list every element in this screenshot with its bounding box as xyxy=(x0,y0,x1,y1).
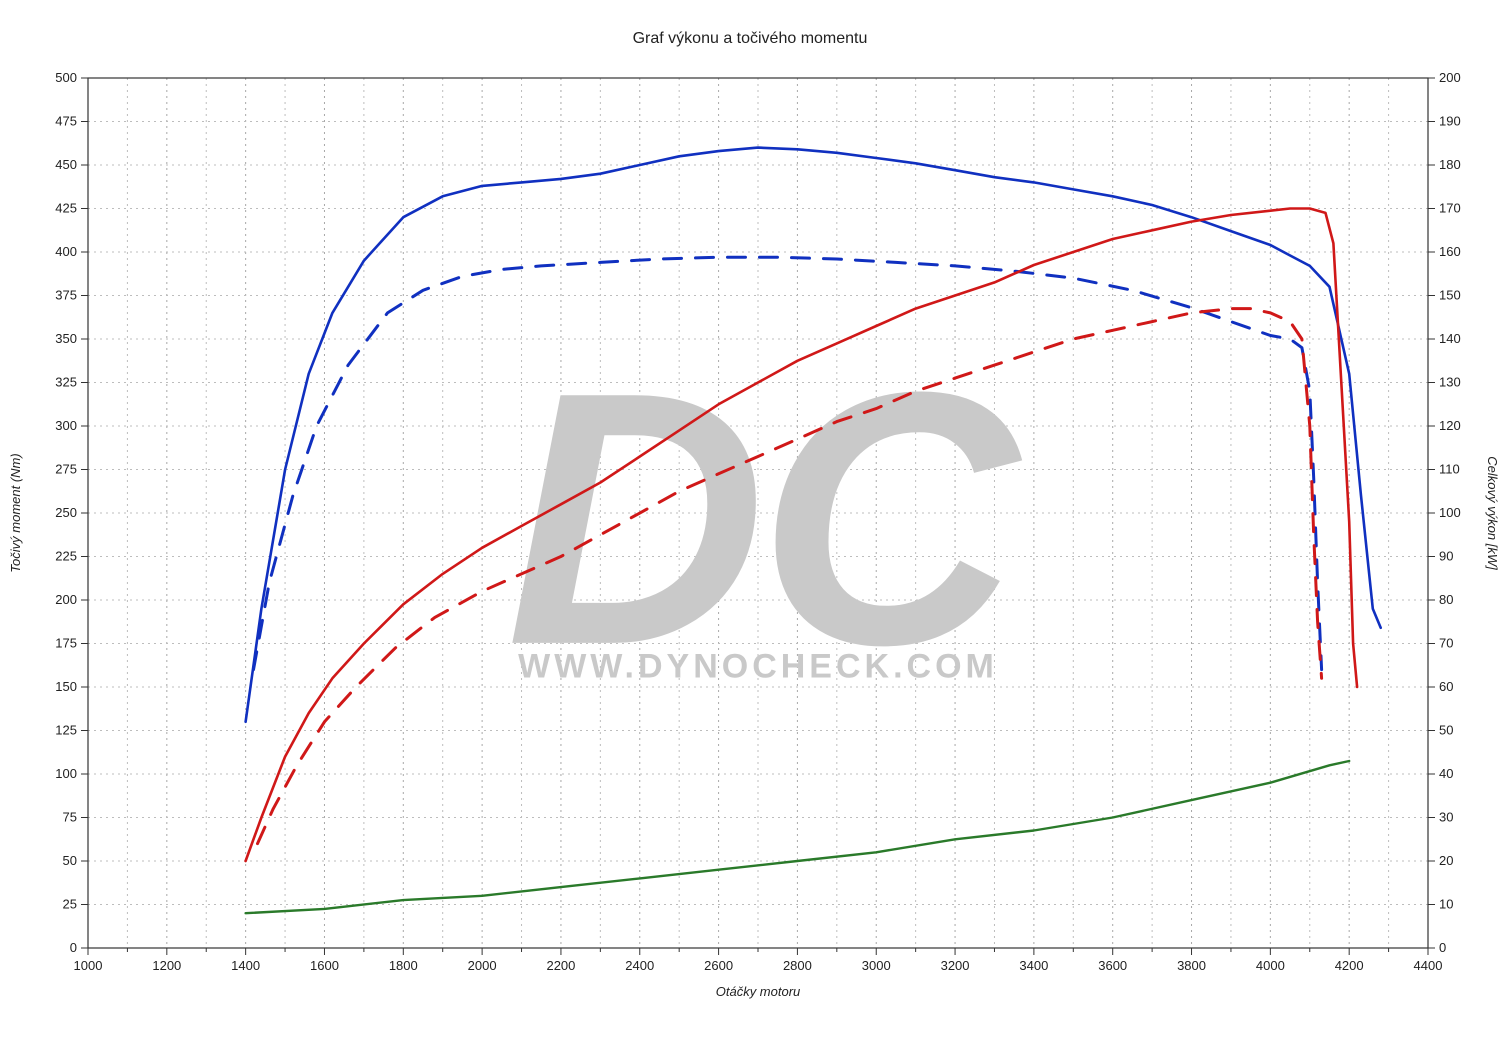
svg-text:40: 40 xyxy=(1439,766,1453,781)
svg-text:4400: 4400 xyxy=(1414,958,1443,973)
svg-text:1600: 1600 xyxy=(310,958,339,973)
svg-text:2000: 2000 xyxy=(468,958,497,973)
svg-text:1400: 1400 xyxy=(231,958,260,973)
svg-text:500: 500 xyxy=(55,70,77,85)
svg-text:3400: 3400 xyxy=(1019,958,1048,973)
svg-text:190: 190 xyxy=(1439,114,1461,129)
svg-text:20: 20 xyxy=(1439,853,1453,868)
svg-text:3200: 3200 xyxy=(941,958,970,973)
svg-text:130: 130 xyxy=(1439,375,1461,390)
svg-text:30: 30 xyxy=(1439,810,1453,825)
svg-text:60: 60 xyxy=(1439,679,1453,694)
svg-text:4000: 4000 xyxy=(1256,958,1285,973)
svg-text:150: 150 xyxy=(55,679,77,694)
svg-text:375: 375 xyxy=(55,288,77,303)
svg-text:0: 0 xyxy=(70,940,77,955)
svg-text:3600: 3600 xyxy=(1098,958,1127,973)
svg-text:1800: 1800 xyxy=(389,958,418,973)
svg-text:1000: 1000 xyxy=(74,958,103,973)
svg-text:110: 110 xyxy=(1439,462,1460,477)
y-left-axis-label: Točivý moment (Nm) xyxy=(8,453,23,572)
svg-text:50: 50 xyxy=(1439,723,1453,738)
svg-text:170: 170 xyxy=(1439,201,1461,216)
svg-text:2200: 2200 xyxy=(546,958,575,973)
svg-text:325: 325 xyxy=(55,375,77,390)
svg-text:175: 175 xyxy=(55,636,77,651)
svg-text:425: 425 xyxy=(55,201,77,216)
svg-text:160: 160 xyxy=(1439,244,1461,259)
svg-text:140: 140 xyxy=(1439,331,1461,346)
chart-title: Graf výkonu a točivého momentu xyxy=(0,30,1500,48)
svg-text:80: 80 xyxy=(1439,592,1453,607)
svg-text:475: 475 xyxy=(55,114,77,129)
svg-text:120: 120 xyxy=(1439,418,1461,433)
svg-text:0: 0 xyxy=(1439,940,1446,955)
svg-text:250: 250 xyxy=(55,505,77,520)
svg-text:3800: 3800 xyxy=(1177,958,1206,973)
dyno-chart-svg: DCWWW.DYNOCHECK.COM100012001400160018002… xyxy=(0,0,1500,1040)
svg-text:180: 180 xyxy=(1439,157,1461,172)
svg-text:4200: 4200 xyxy=(1335,958,1364,973)
svg-text:100: 100 xyxy=(1439,505,1461,520)
svg-text:400: 400 xyxy=(55,244,77,259)
y-right-axis-label: Celkový výkon [kW] xyxy=(1485,456,1500,570)
svg-text:WWW.DYNOCHECK.COM: WWW.DYNOCHECK.COM xyxy=(518,647,998,685)
svg-text:25: 25 xyxy=(63,897,77,912)
dyno-chart-page: Graf výkonu a točivého momentu DCWWW.DYN… xyxy=(0,0,1500,1040)
svg-text:2400: 2400 xyxy=(625,958,654,973)
svg-text:125: 125 xyxy=(55,723,77,738)
svg-text:450: 450 xyxy=(55,157,77,172)
svg-text:50: 50 xyxy=(63,853,77,868)
svg-text:2600: 2600 xyxy=(704,958,733,973)
svg-text:70: 70 xyxy=(1439,636,1453,651)
svg-text:2800: 2800 xyxy=(783,958,812,973)
svg-text:90: 90 xyxy=(1439,549,1453,564)
svg-text:225: 225 xyxy=(55,549,77,564)
svg-text:1200: 1200 xyxy=(152,958,181,973)
svg-text:200: 200 xyxy=(1439,70,1461,85)
svg-text:350: 350 xyxy=(55,331,77,346)
svg-text:100: 100 xyxy=(55,766,77,781)
svg-text:300: 300 xyxy=(55,418,77,433)
svg-text:275: 275 xyxy=(55,462,77,477)
svg-text:3000: 3000 xyxy=(862,958,891,973)
svg-text:10: 10 xyxy=(1439,897,1453,912)
svg-text:75: 75 xyxy=(63,810,77,825)
svg-text:150: 150 xyxy=(1439,288,1461,303)
x-axis-label: Otáčky motoru xyxy=(716,984,801,999)
svg-text:200: 200 xyxy=(55,592,77,607)
